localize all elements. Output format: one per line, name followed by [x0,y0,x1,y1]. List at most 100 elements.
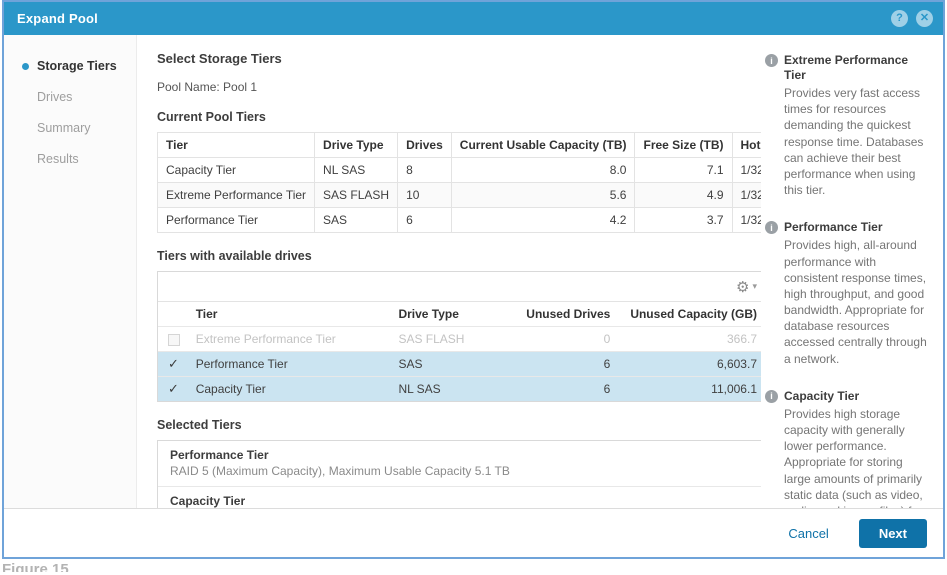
cell-drive-type: SAS [388,351,517,377]
dialog-body: Storage Tiers Drives Summary Results Sel… [4,35,943,508]
info-icon: i [765,54,778,67]
cell-hot-spare: 1/32 [731,157,761,183]
cell-drive-type: SAS FLASH [388,326,517,352]
list-item-capacity-tier: Capacity Tier RAID 6 (Maximum Capacity),… [158,487,761,508]
wizard-step-label: Storage Tiers [37,59,117,73]
col-header-hot-spare-capacity: Hot Spare Capacity [731,132,761,158]
cell-unused-drives: 6 [516,351,621,377]
active-step-bullet [22,62,29,70]
table-row: Extreme Performance Tier SAS FLASH 10 5.… [156,182,761,208]
cell-drive-type: NL SAS [314,157,399,183]
selected-tier-detail: RAID 5 (Maximum Capacity), Maximum Usabl… [170,464,510,478]
table-row-extreme-performance[interactable]: Extreme Performance Tier SAS FLASH 0 366… [158,326,761,352]
step-bullet [22,156,29,163]
step-bullet [22,94,29,101]
current-pool-tiers-title: Current Pool Tiers [157,110,266,124]
wizard-step-label: Summary [37,121,91,135]
close-icon[interactable]: ✕ [916,10,933,27]
info-title: Capacity Tier [784,388,860,403]
next-button[interactable]: Next [858,518,927,548]
info-title: Extreme Performance Tier [784,53,909,82]
available-tiers-card: ⚙ ▾ Tier Drive Type Unused Drives Unused… [157,271,761,402]
info-block-extreme-performance: i Extreme Performance Tier Provides very… [765,53,929,198]
dialog-footer: Cancel Next [4,508,943,557]
cell-free-size: 4.9 [634,182,733,208]
cell-usable-capacity: 5.6 [450,182,636,208]
cell-tier: Performance Tier [156,207,316,233]
info-icon: i [765,389,778,403]
col-header-free-size: Free Size (TB) [634,132,733,158]
table-header-row: Tier Drive Type Drives Current Usable Ca… [156,132,761,158]
col-header-unused-capacity: Unused Capacity (GB) [620,302,761,327]
wizard-step-summary[interactable]: Summary [22,121,136,135]
help-icon[interactable]: ? [891,10,908,27]
cell-drive-type: SAS FLASH [314,182,399,208]
checkbox-checked[interactable]: ✓ [168,381,179,396]
expand-pool-dialog: Expand Pool ? ✕ Storage Tiers Drives Sum… [2,0,945,559]
info-text: Provides very fast access times for reso… [784,86,924,198]
available-tiers-title: Tiers with available drives [157,249,312,263]
table-row-performance[interactable]: ✓ Performance Tier SAS 6 6,603.7 [158,351,761,377]
selected-tier-name: Performance Tier [170,448,269,462]
checkbox-unchecked-disabled [168,333,180,346]
table-row-capacity[interactable]: ✓ Capacity Tier NL SAS 6 11,006.1 [158,376,761,401]
cell-unused-capacity: 11,006.1 [711,382,757,396]
selected-tier-name: Capacity Tier [170,494,246,508]
cell-hot-spare: 1/32 [731,182,761,208]
main-content: Select Storage Tiers Pool Name: Pool 1 C… [137,35,761,508]
cell-drive-type: SAS [314,207,399,233]
info-icon: i [765,221,778,235]
col-header-drive-type: Drive Type [388,302,517,327]
info-text: Provides high, all-around performance wi… [784,238,927,366]
col-header-current-usable-capacity: Current Usable Capacity (TB) [450,132,636,158]
cell-unused-capacity: 6,603.7 [620,351,761,377]
cell-usable-capacity: 4.2 [450,207,636,233]
cell-free-size: 7.1 [634,157,733,183]
wizard-step-storage-tiers[interactable]: Storage Tiers [22,59,136,73]
current-pool-tiers-table: Tier Drive Type Drives Current Usable Ca… [156,132,761,233]
col-header-tier: Tier [156,132,316,158]
checkbox-checked[interactable]: ✓ [168,356,179,371]
page-title: Select Storage Tiers [157,51,282,66]
info-title: Performance Tier [784,220,883,235]
col-header-unused-drives: Unused Drives [516,302,621,327]
cell-drives: 6 [397,207,452,233]
col-header-drive-type: Drive Type [314,132,399,158]
table-row: Performance Tier SAS 6 4.2 3.7 1/32 [156,207,761,233]
dialog-titlebar: Expand Pool ? ✕ [4,2,943,35]
wizard-step-drives[interactable]: Drives [22,90,136,104]
dialog-title: Expand Pool [17,11,98,26]
selected-tiers-box: Performance Tier RAID 5 (Maximum Capacit… [157,440,761,508]
cell-free-size: 3.7 [634,207,733,233]
wizard-step-label: Results [37,152,79,166]
col-header-tier: Tier [185,302,389,327]
cell-unused-capacity: 366.7 [620,326,761,352]
figure-caption-clipped: Figure 15 [2,561,947,572]
table-row: Capacity Tier NL SAS 8 8.0 7.1 1/32 [156,157,761,183]
wizard-step-label: Drives [37,90,73,104]
cell-unused-drives: 6 [603,382,611,396]
cell-drives: 10 [397,182,452,208]
cell-usable-capacity: 8.0 [450,157,636,183]
table-toolbar: ⚙ ▾ [158,272,761,302]
gear-icon[interactable]: ⚙ [736,278,750,296]
info-block-performance: i Performance Tier Provides high, all-ar… [765,220,929,367]
pool-name-label: Pool Name: Pool 1 [157,80,258,94]
step-bullet [22,125,29,132]
info-text: Provides high storage capacity with gene… [784,406,923,508]
wizard-steps-sidebar: Storage Tiers Drives Summary Results [4,35,137,508]
chevron-down-icon[interactable]: ▾ [752,281,757,291]
cell-tier: Extreme Performance Tier [185,326,389,352]
col-header-drives: Drives [397,132,452,158]
cell-tier: Performance Tier [185,351,389,377]
cancel-button[interactable]: Cancel [788,525,829,541]
cell-tier: Extreme Performance Tier [156,182,316,208]
col-header-checkbox [158,302,186,327]
cell-unused-drives: 0 [516,326,621,352]
cell-hot-spare: 1/32 [731,207,761,233]
info-block-capacity: i Capacity Tier Provides high storage ca… [765,389,929,508]
list-item-performance-tier: Performance Tier RAID 5 (Maximum Capacit… [158,441,761,487]
cell-tier: Capacity Tier [156,157,316,183]
wizard-step-results[interactable]: Results [22,152,136,166]
tier-info-panel: i Extreme Performance Tier Provides very… [761,35,943,508]
